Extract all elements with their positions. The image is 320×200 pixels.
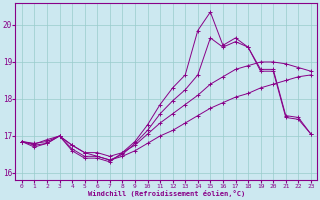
X-axis label: Windchill (Refroidissement éolien,°C): Windchill (Refroidissement éolien,°C) <box>88 190 245 197</box>
